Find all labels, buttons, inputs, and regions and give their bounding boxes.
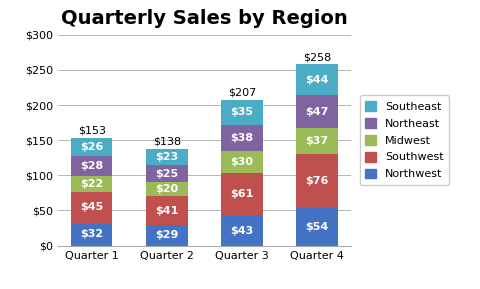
Bar: [146, 165, 187, 182]
Legend: Southeast, Northeast, Midwest, Southwest, Northwest: Southeast, Northeast, Midwest, Southwest…: [359, 95, 448, 185]
Text: $54: $54: [305, 222, 328, 232]
Bar: [71, 156, 112, 176]
Bar: [221, 125, 262, 151]
Text: $47: $47: [305, 107, 328, 117]
Bar: [296, 154, 337, 208]
Text: $25: $25: [155, 168, 178, 179]
Text: $153: $153: [78, 126, 106, 136]
Bar: [221, 100, 262, 125]
Bar: [146, 225, 187, 246]
Text: $30: $30: [230, 157, 253, 167]
Text: $26: $26: [80, 142, 103, 152]
Bar: [296, 208, 337, 246]
Bar: [296, 128, 337, 154]
Text: $22: $22: [80, 179, 103, 189]
Text: $28: $28: [80, 161, 103, 171]
Bar: [71, 223, 112, 246]
Bar: [71, 176, 112, 192]
Text: $38: $38: [230, 133, 253, 143]
Bar: [71, 192, 112, 223]
Text: $138: $138: [153, 136, 180, 147]
Text: $45: $45: [80, 202, 103, 212]
Text: $41: $41: [155, 206, 178, 216]
Bar: [221, 215, 262, 246]
Text: $207: $207: [228, 88, 255, 98]
Bar: [221, 173, 262, 215]
Bar: [221, 151, 262, 173]
Title: Quarterly Sales by Region: Quarterly Sales by Region: [61, 9, 347, 27]
Text: $35: $35: [230, 108, 253, 117]
Text: $258: $258: [302, 52, 331, 62]
Text: $61: $61: [230, 189, 253, 199]
Text: $43: $43: [230, 225, 253, 236]
Text: $29: $29: [155, 230, 178, 240]
Text: $76: $76: [305, 176, 328, 186]
Text: $20: $20: [155, 184, 178, 194]
Text: $37: $37: [305, 136, 328, 146]
Bar: [146, 197, 187, 225]
Text: $32: $32: [80, 229, 103, 239]
Text: $23: $23: [155, 152, 178, 162]
Bar: [296, 64, 337, 95]
Text: $44: $44: [305, 75, 328, 85]
Bar: [296, 95, 337, 128]
Bar: [71, 138, 112, 156]
Bar: [146, 149, 187, 165]
Bar: [146, 182, 187, 197]
